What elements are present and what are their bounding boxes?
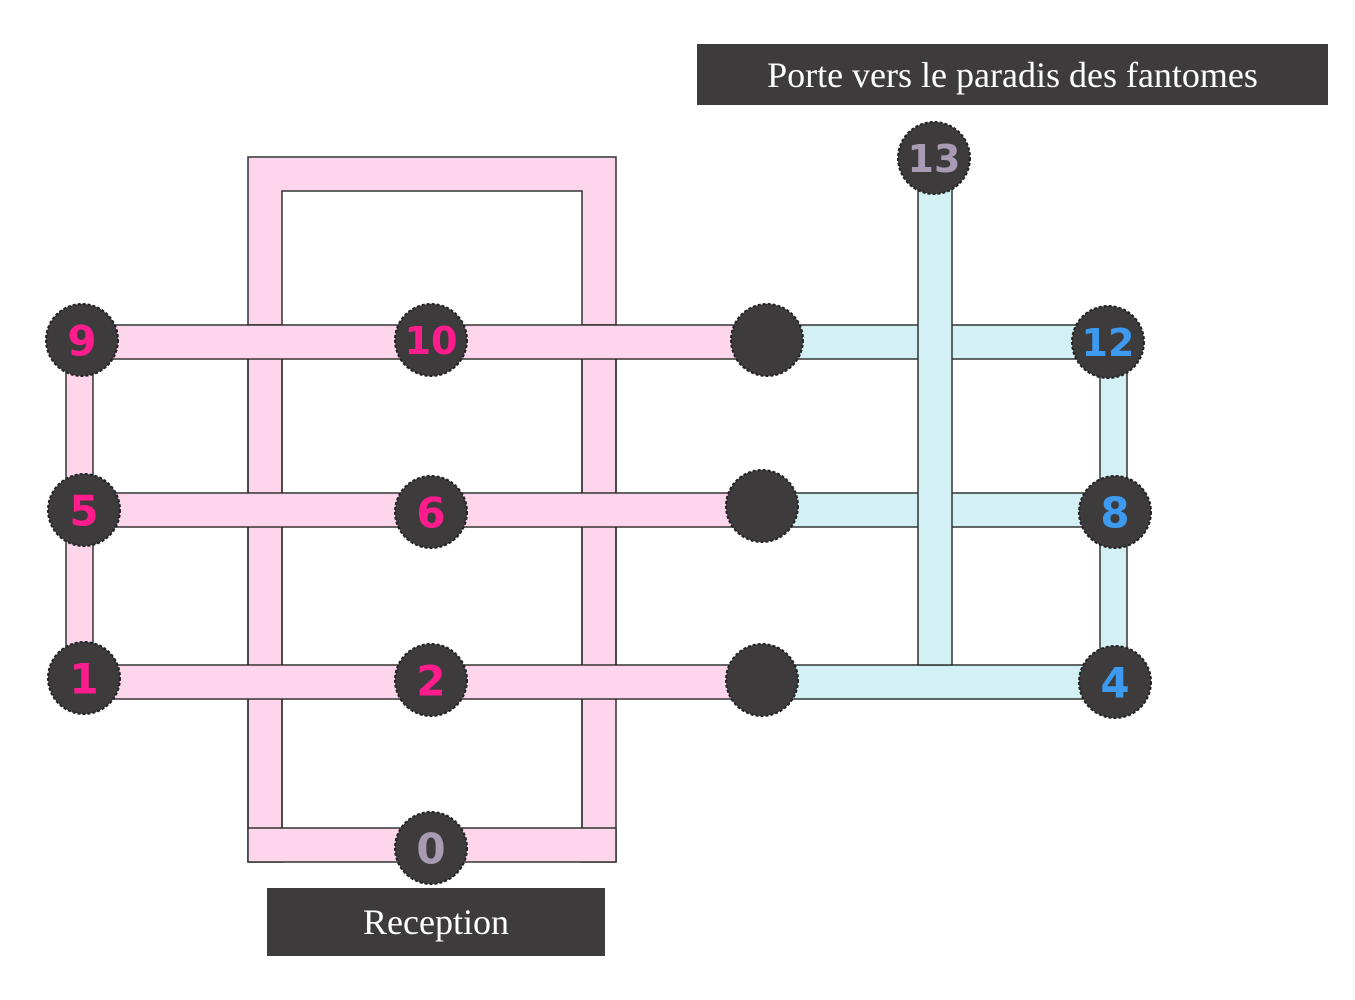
node-12: 12 [1071,305,1145,379]
node-8: 8 [1078,475,1152,549]
node-0: 0 [394,811,468,885]
node-unlabeled-a [730,303,804,377]
node-circle [1071,305,1145,379]
node-number: 13 [908,137,961,181]
node-2: 2 [394,643,468,717]
node-circle [394,303,468,377]
node-circle [47,473,121,547]
node-circle [1078,475,1152,549]
node-9: 9 [45,303,119,377]
node-number: 6 [416,489,445,538]
cyan-row-bottom [759,664,1116,700]
reception-label: Reception [267,888,605,956]
node-circle [394,475,468,549]
node-13: 13 [897,121,971,195]
node-6: 6 [394,475,468,549]
node-number: 2 [416,657,445,706]
node-circle [47,641,121,715]
node-4: 4 [1078,645,1152,719]
cyan-vertical-center [917,159,953,666]
node-number: 9 [67,317,96,366]
node-number: 8 [1100,489,1129,538]
node-number: 12 [1082,321,1135,365]
node-circle [394,643,468,717]
node-number: 10 [405,319,458,363]
node-number: 1 [69,655,98,704]
node-unlabeled-b [725,469,799,543]
cyan-corridors [759,159,1128,700]
node-number: 5 [69,487,98,536]
node-circle [897,121,971,195]
pink-inner-lines [247,359,617,828]
pink-vertical-left [247,324,283,863]
pink-vertical-right [581,324,617,863]
node-circle [394,811,468,885]
node-5: 5 [47,473,121,547]
node-circle [730,303,804,377]
node-number: 0 [416,825,445,874]
ghost-paradise-door-label: Porte vers le paradis des fantomes [697,44,1328,105]
node-circle [725,643,799,717]
node-10: 10 [394,303,468,377]
node-unlabeled-c [725,643,799,717]
node-circle [45,303,119,377]
node-circle [1078,645,1152,719]
node-1: 1 [47,641,121,715]
node-circle [725,469,799,543]
node-number: 4 [1100,659,1129,708]
pink-loop-top [247,156,617,326]
